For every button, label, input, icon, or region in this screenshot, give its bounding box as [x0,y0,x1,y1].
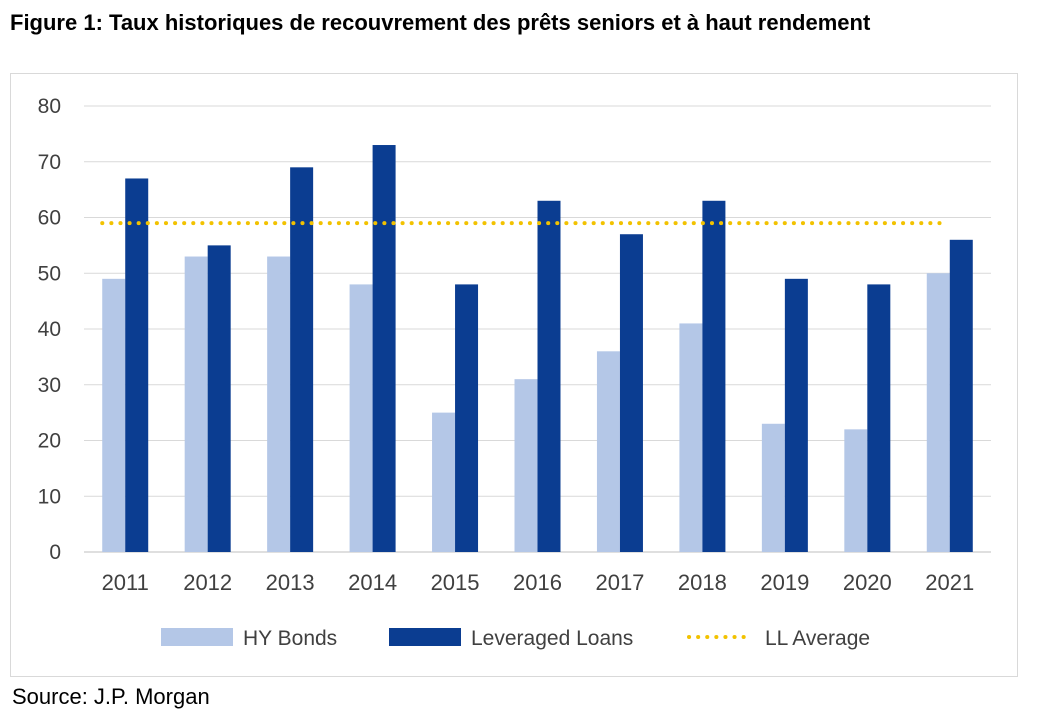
source-note: Source: J.P. Morgan [12,684,210,709]
hy-bonds-bar-2015 [432,412,456,552]
hy-bonds-bar-2021 [926,273,950,552]
y-tick-label: 70 [38,151,61,174]
y-tick-label: 30 [38,374,61,397]
leveraged-loans-bar-2020 [867,284,891,552]
leveraged-loans-bar-2021 [949,239,973,553]
leveraged-loans-bar-2019 [784,278,808,552]
hy-bonds-bar-2018 [679,323,703,552]
leveraged-loans-bar-2012 [207,245,231,552]
x-tick-label: 2013 [266,570,315,595]
x-tick-label: 2017 [595,570,644,595]
legend-label-hy-bonds: HY Bonds [243,627,337,650]
y-tick-label: 80 [38,95,61,118]
x-tick-label: 2019 [760,570,809,595]
leveraged-loans-bar-2013 [290,167,314,552]
y-tick-label: 40 [38,318,61,341]
hy-bonds-bar-2019 [761,423,785,552]
y-axis-ticks: 0 10 20 30 40 50 60 70 80 [38,95,61,564]
x-axis-ticks: 2011 2012 2013 2014 2015 2016 2017 2018 2019 2020… [102,570,975,595]
bars [102,145,973,553]
leveraged-loans-bar-2018 [702,200,726,552]
x-tick-label: 2012 [183,570,232,595]
x-tick-label: 2014 [348,570,397,595]
hy-bonds-bar-2014 [349,284,373,552]
y-tick-label: 60 [38,207,61,230]
legend-label-ll-average: LL Average [765,627,870,650]
hy-bonds-bar-2016 [514,379,538,552]
leveraged-loans-bar-2014 [372,145,396,552]
hy-bonds-bar-2011 [102,278,126,552]
y-tick-label: 10 [38,485,61,508]
hy-bonds-bar-2020 [844,429,868,552]
y-tick-label: 50 [38,262,61,285]
leveraged-loans-bar-2016 [537,200,561,552]
x-tick-label: 2011 [102,570,149,595]
x-tick-label: 2015 [431,570,480,595]
y-tick-label: 0 [49,541,61,564]
legend-swatch-leveraged-loans [389,628,461,646]
chart-frame: 0 10 20 30 40 50 60 70 80 2011 2012 2013 2014 2015 20… [10,73,1018,677]
legend-swatch-hy-bonds [161,628,233,646]
hy-bonds-bar-2017 [596,351,620,552]
leveraged-loans-bar-2017 [619,234,643,552]
x-tick-label: 2018 [678,570,727,595]
figure-title: Figure 1: Taux historiques de recouvreme… [10,10,871,35]
leveraged-loans-bar-2015 [455,284,479,552]
y-tick-label: 20 [38,430,61,453]
hy-bonds-bar-2013 [267,256,291,552]
x-tick-label: 2021 [925,570,974,595]
x-tick-label: 2020 [843,570,892,595]
hy-bonds-bar-2012 [184,256,208,552]
legend-label-leveraged-loans: Leveraged Loans [471,627,633,650]
legend: HY Bonds Leveraged Loans LL Average [161,627,870,650]
x-tick-label: 2016 [513,570,562,595]
leveraged-loans-bar-2011 [125,178,149,552]
